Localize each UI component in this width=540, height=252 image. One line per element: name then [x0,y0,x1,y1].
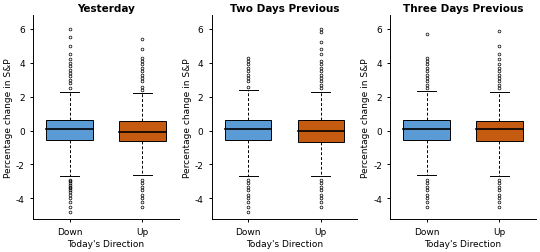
Title: Two Days Previous: Two Days Previous [230,4,339,14]
Title: Yesterday: Yesterday [77,4,135,14]
X-axis label: Today's Direction: Today's Direction [68,239,144,248]
X-axis label: Today's Direction: Today's Direction [424,239,502,248]
Y-axis label: Percentage change in S&P: Percentage change in S&P [361,58,370,177]
X-axis label: Today's Direction: Today's Direction [246,239,323,248]
Bar [119,122,166,141]
Bar [225,120,272,140]
Title: Three Days Previous: Three Days Previous [403,4,523,14]
Bar [476,122,523,141]
Y-axis label: Percentage change in S&P: Percentage change in S&P [4,58,13,177]
Bar [298,121,344,142]
Bar [46,120,93,140]
Y-axis label: Percentage change in S&P: Percentage change in S&P [183,58,192,177]
Bar [403,120,450,140]
